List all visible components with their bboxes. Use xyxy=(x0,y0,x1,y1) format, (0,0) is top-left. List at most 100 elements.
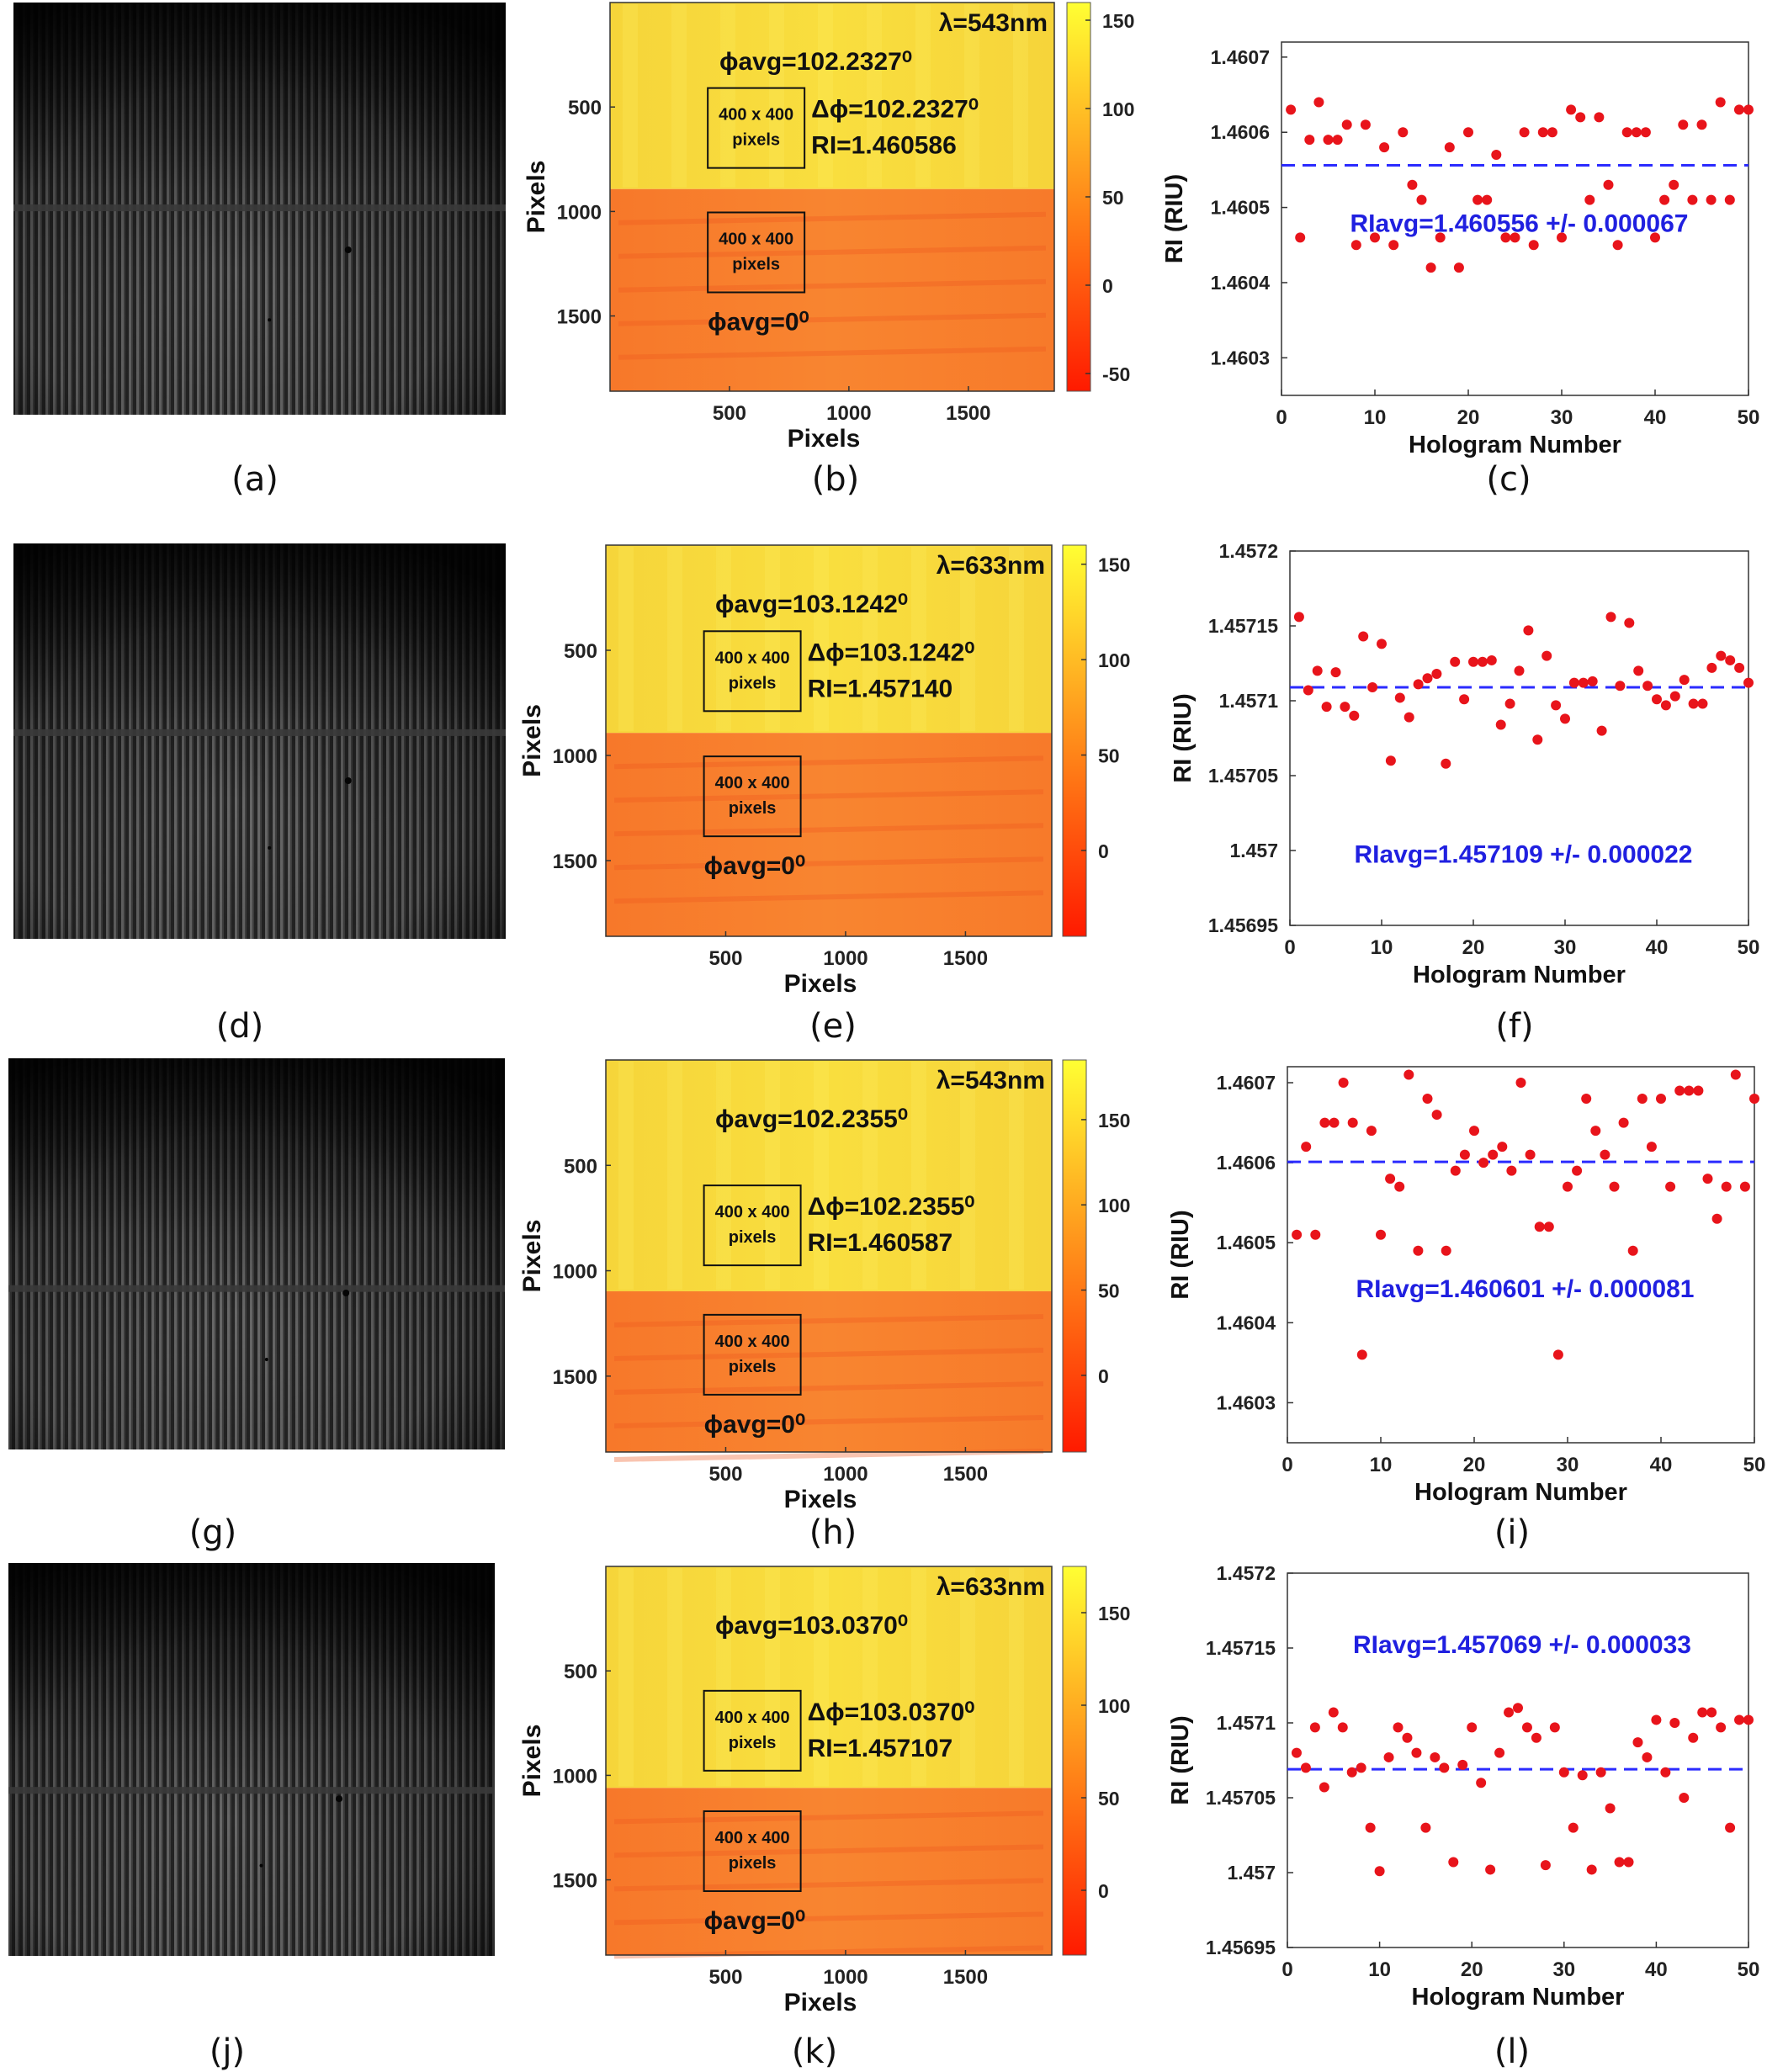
data-point xyxy=(1525,1149,1536,1160)
data-point xyxy=(1495,719,1506,730)
scatter-x-tick-label: 30 xyxy=(1551,406,1573,429)
colorbar-tick-label: 0 xyxy=(1102,275,1113,297)
data-point xyxy=(1402,1732,1413,1743)
data-point xyxy=(1379,142,1390,153)
data-point xyxy=(1370,232,1380,243)
delta-phi-label: Δϕ=102.2355⁰ xyxy=(808,1193,975,1221)
ri-average-annotation: RIavg=1.460601 +/- 0.000081 xyxy=(1356,1275,1695,1303)
data-point xyxy=(1687,194,1698,205)
data-point xyxy=(1523,625,1534,636)
data-point xyxy=(1332,135,1343,146)
phase-map-lower-region xyxy=(606,1290,1052,1452)
roi-box-top xyxy=(703,1184,802,1267)
data-point xyxy=(1313,97,1324,108)
phase-map: λ=633nm ϕavg=103.0370⁰ 400 x 400 pixels Δϕ=1… xyxy=(518,1566,1053,2016)
phase-map-fringe-stripe xyxy=(1013,4,1028,188)
wavelength-label: λ=633nm xyxy=(937,1573,1045,1601)
colorbar: 150 100 50 0 xyxy=(1062,1059,1130,1453)
hologram-boundary xyxy=(13,204,506,212)
phase-map-y-tick-label: 500 xyxy=(564,1661,597,1683)
data-point xyxy=(1632,1737,1643,1748)
phase-map: λ=543nm ϕavg=102.2355⁰ 400 x 400 pixels Δϕ=1… xyxy=(518,1059,1053,1513)
hologram-vignette xyxy=(8,1058,505,1449)
ri-label: RI=1.460587 xyxy=(808,1229,953,1257)
data-point xyxy=(1485,1864,1496,1875)
data-point xyxy=(1486,654,1497,665)
phi-avg-top-label: ϕavg=103.1242⁰ xyxy=(715,591,908,618)
panel-row-4: λ=633nm ϕavg=103.0370⁰ 400 x 400 pixels Δϕ=1… xyxy=(8,1562,1759,2071)
data-point xyxy=(1319,1782,1329,1793)
data-point xyxy=(1488,1149,1499,1160)
data-point xyxy=(1394,692,1405,703)
data-point xyxy=(1724,194,1735,205)
scatter-x-tick-label: 50 xyxy=(1743,1454,1766,1476)
caption-j: (j) xyxy=(210,2032,245,2071)
scatter-y-tick-label: 1.457 xyxy=(1227,1862,1276,1884)
data-point xyxy=(1407,179,1418,190)
phase-map-x-tick-label: 500 xyxy=(708,1966,742,1989)
hologram-dust-spot xyxy=(342,1290,350,1296)
scatter-axes-box xyxy=(1281,41,1749,396)
phi-avg-top-label: ϕavg=103.0370⁰ xyxy=(715,1612,908,1640)
data-point xyxy=(1679,675,1690,686)
ri-label: RI=1.460586 xyxy=(811,132,957,160)
phase-map-fringe-stripe xyxy=(818,4,833,188)
data-point xyxy=(1312,665,1323,676)
phase-map-noise-streak xyxy=(613,1380,1044,1395)
data-point xyxy=(1376,1229,1386,1240)
phase-map-y-tick-label: 1500 xyxy=(553,851,597,873)
phase-map-fringe-stripe xyxy=(911,1568,926,1787)
data-point xyxy=(1693,1085,1704,1096)
data-point xyxy=(1338,1078,1349,1089)
scatter-plot: 0 10 20 30 40 50 1.4603 1.4604 1.4605 1.4606 1.460… xyxy=(1161,41,1759,458)
data-point xyxy=(1356,1349,1367,1360)
data-point xyxy=(1497,1142,1508,1153)
roi-box-top xyxy=(703,630,802,713)
data-point xyxy=(1637,1094,1648,1105)
hologram-boundary xyxy=(8,1285,505,1292)
wavelength-label: λ=543nm xyxy=(939,9,1048,37)
data-point xyxy=(1377,639,1387,649)
phase-map-y-tick-label: 1000 xyxy=(553,1261,597,1284)
data-point xyxy=(1515,1078,1526,1089)
data-point xyxy=(1587,676,1598,686)
phase-map-fringe-stripe xyxy=(960,1062,975,1290)
data-point xyxy=(1337,1722,1348,1733)
hologram-dust-spot xyxy=(336,1795,343,1803)
scatter-x-tick-label: 30 xyxy=(1552,1958,1575,1981)
scatter-y-tick-label: 1.45715 xyxy=(1208,615,1278,637)
roi-box-top-size-label: 400 x 400 xyxy=(715,1203,790,1221)
data-point xyxy=(1656,1094,1666,1105)
data-point xyxy=(1563,1181,1573,1192)
phase-map-x-tick-label: 1500 xyxy=(943,947,988,970)
data-point xyxy=(1453,262,1464,273)
scatter-x-axis-label: Hologram Number xyxy=(1412,1984,1625,2011)
data-point xyxy=(1733,104,1744,115)
scatter-x-tick-label: 20 xyxy=(1462,936,1485,959)
data-point xyxy=(1301,1142,1312,1153)
hologram-dust-spot xyxy=(264,1358,268,1362)
roi-box-bottom-size-label: 400 x 400 xyxy=(719,230,793,248)
phase-map-fringe-stripe xyxy=(911,547,926,732)
data-point xyxy=(1425,262,1436,273)
data-point xyxy=(1385,1174,1396,1184)
data-point xyxy=(1586,1864,1597,1875)
scatter-x-tick-label: 10 xyxy=(1368,1958,1391,1981)
phase-map-y-tick-label: 1000 xyxy=(553,1765,597,1788)
phase-map-x-axis-label: Pixels xyxy=(788,425,861,453)
phase-map-fringe-stripe xyxy=(716,1062,731,1290)
data-point xyxy=(1623,1857,1634,1868)
data-point xyxy=(1510,232,1520,243)
data-point xyxy=(1291,1747,1302,1758)
data-point xyxy=(1365,1822,1376,1833)
scatter-y-tick-label: 1.45695 xyxy=(1208,914,1278,936)
data-point xyxy=(1540,1860,1551,1871)
scatter-x-tick-label: 50 xyxy=(1738,1958,1760,1981)
data-point xyxy=(1716,1722,1727,1733)
phase-map-fringe-stripe xyxy=(667,1568,682,1787)
data-point xyxy=(1706,194,1717,205)
data-point xyxy=(1706,1707,1717,1718)
phase-map-y-axis-label: Pixels xyxy=(518,1725,546,1798)
